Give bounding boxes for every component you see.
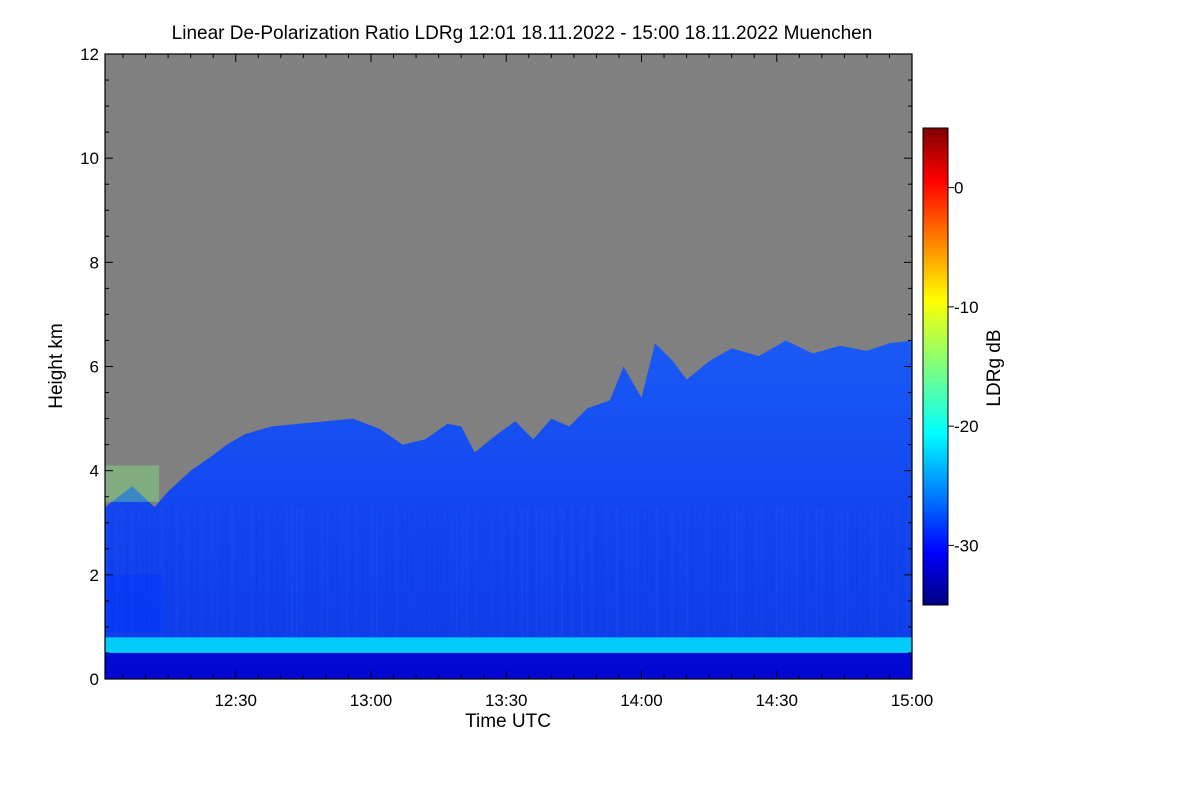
y-axis: 0 2 4 6 8 10 12	[80, 45, 912, 689]
data-streaks	[106, 507, 908, 638]
layer-lower-layer	[105, 574, 164, 633]
y-tick-label: 12	[80, 45, 99, 64]
x-tick-label: 15:00	[891, 691, 934, 710]
y-axis-label: Height km	[46, 323, 67, 409]
x-axis: 12:30 13:00 13:30 14:00 14:30 15:00	[122, 54, 934, 710]
y-tick-label: 6	[90, 358, 99, 377]
colorbar-tick-label: 0	[954, 179, 963, 198]
x-tick-label: 14:30	[755, 691, 798, 710]
colorbar-label: LDRg dB	[984, 329, 1005, 406]
colorbar-tick-label: -10	[954, 298, 979, 317]
x-tick-label: 12:30	[214, 691, 257, 710]
y-tick-label: 0	[90, 670, 99, 689]
cloud-region	[105, 340, 912, 679]
layer-bright-band	[105, 637, 912, 653]
plot-area	[105, 54, 912, 679]
layer-rain-below-melting-layer	[105, 652, 912, 679]
y-tick-label: 2	[90, 566, 99, 585]
colorbar-tick-label: -30	[954, 536, 979, 555]
x-tick-label: 13:00	[350, 691, 393, 710]
x-tick-label: 13:30	[485, 691, 528, 710]
chart-title: Linear De-Polarization Ratio LDRg 12:01 …	[172, 23, 873, 44]
colorbar-tick-label: -20	[954, 417, 979, 436]
y-tick-label: 4	[90, 462, 99, 481]
y-tick-label: 8	[90, 253, 99, 272]
x-axis-label: Time UTC	[465, 711, 551, 732]
x-tick-label: 14:00	[620, 691, 663, 710]
layer-ice-layer-near-top-left	[105, 465, 160, 502]
y-tick-label: 10	[80, 149, 99, 168]
colorbar	[922, 127, 949, 606]
colorbar-ticks: 0 -10 -20 -30	[948, 179, 979, 555]
